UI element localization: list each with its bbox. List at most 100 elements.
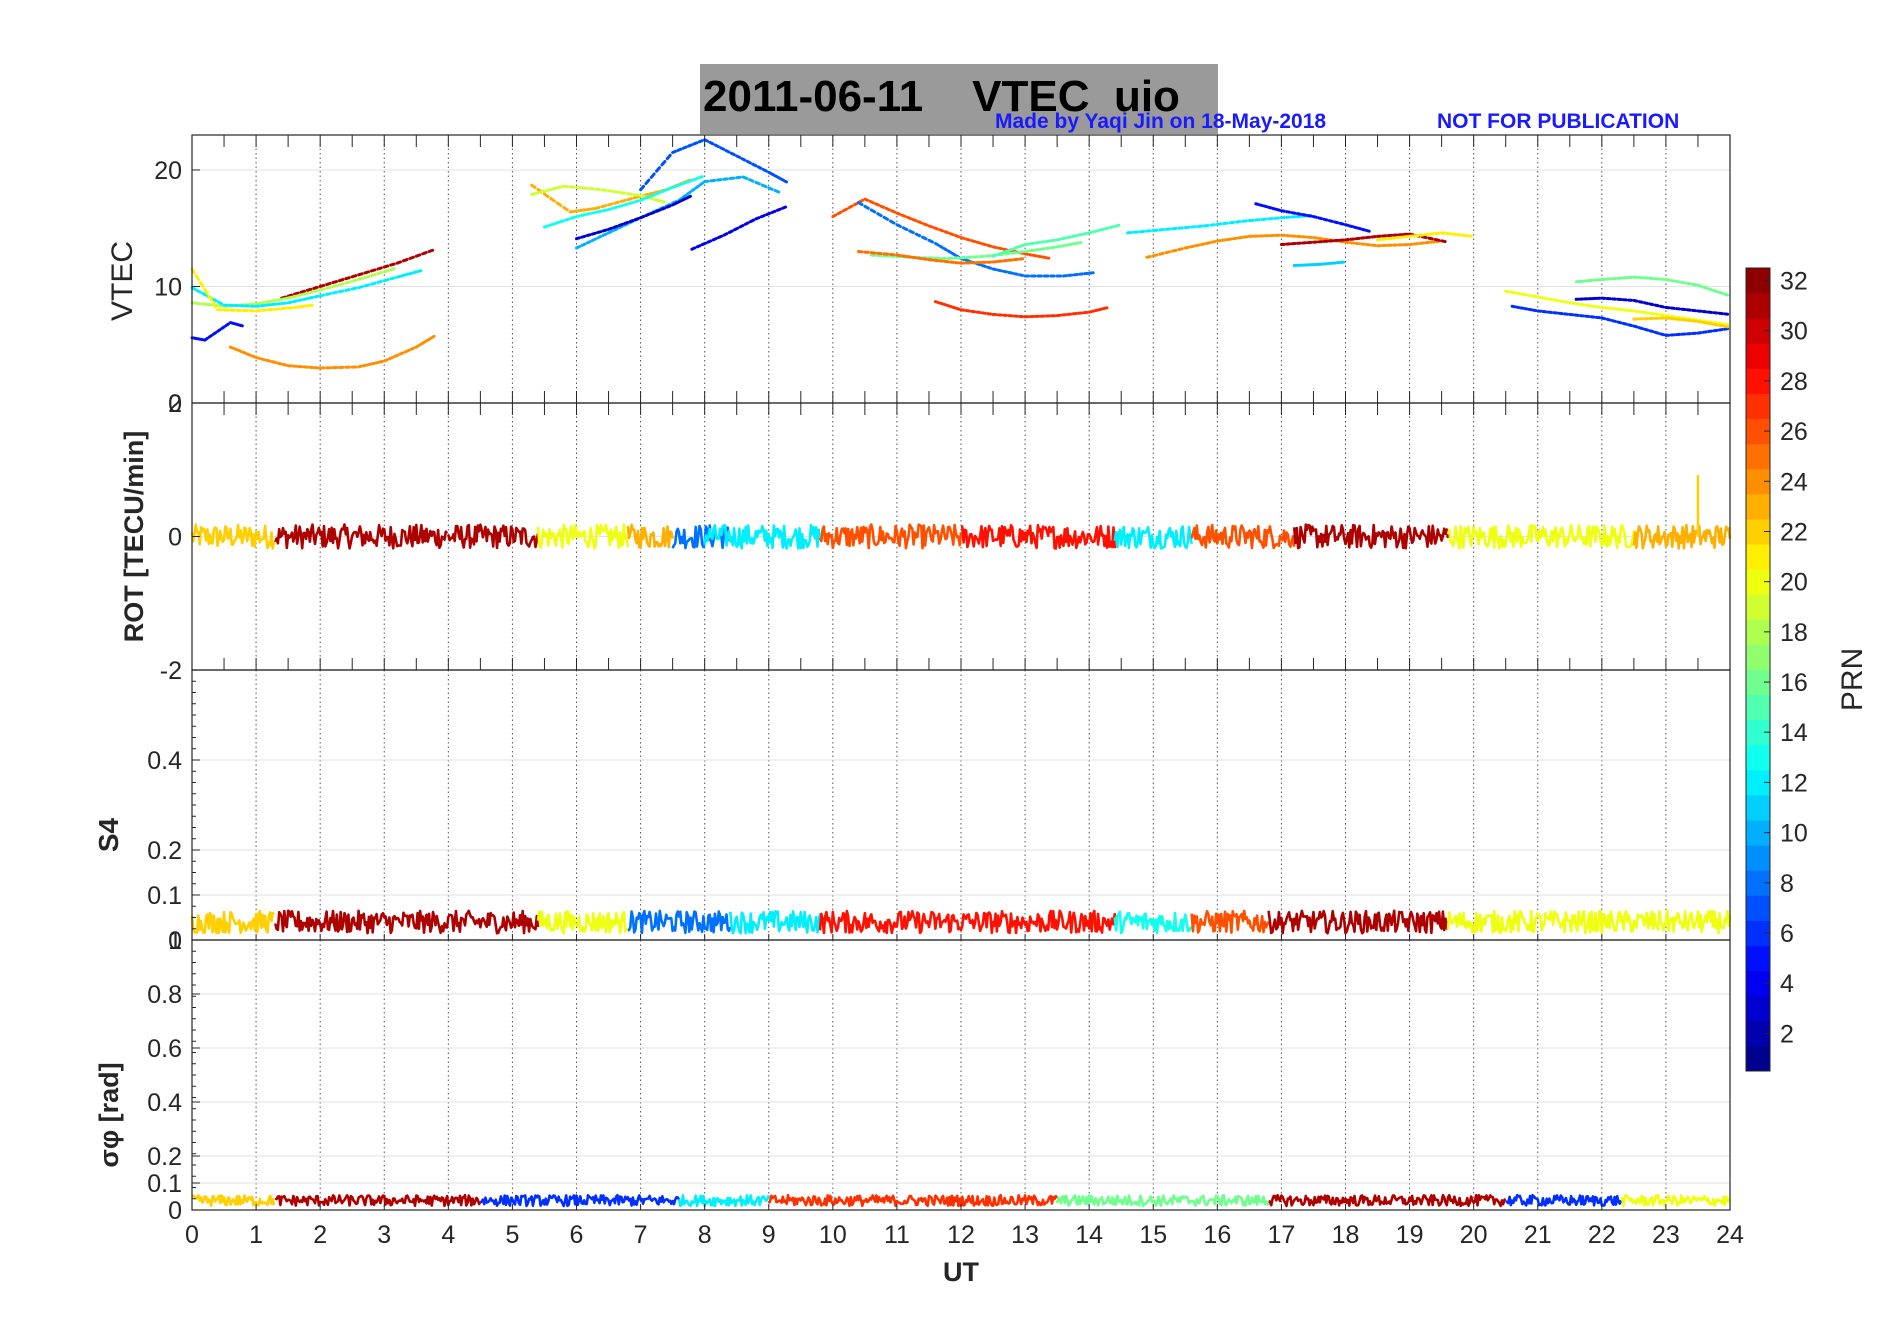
vtec-trace-prn-31 — [305, 287, 313, 292]
vtec-trace-prn-8 — [927, 238, 934, 244]
vtec-trace-prn-5 — [1258, 203, 1264, 208]
vtec-trace-prn-18 — [302, 291, 309, 296]
s4-trace-prn-28 — [818, 909, 1117, 935]
vtec-trace-prn-12 — [217, 300, 224, 306]
vtec-trace-prn-6 — [1653, 330, 1660, 335]
vtec-trace-prn-24 — [241, 350, 248, 355]
colorbar-step-prn-15 — [1746, 694, 1770, 721]
vtec-trace-prn-26 — [970, 239, 977, 244]
vtec-trace-prn-26 — [900, 213, 907, 218]
vtec-trace-prn-10 — [607, 229, 613, 235]
vtec-trace-prn-31 — [401, 258, 409, 263]
vtec-trace-prn-31 — [408, 255, 415, 261]
vtec-trace-prn-13 — [607, 207, 613, 212]
vtec-trace-prn-12 — [211, 297, 218, 303]
vtec-trace-prn-10 — [617, 224, 624, 230]
vtec-trace-prn-10 — [575, 245, 581, 250]
vtec-trace-prn-5 — [1267, 205, 1273, 210]
vtec-trace-prn-15 — [1076, 233, 1083, 237]
vtec-axes-frame — [191, 134, 1731, 404]
vtec-trace-prn-12 — [382, 278, 390, 283]
vtec-trace-prn-20 — [1530, 294, 1537, 299]
vtec-trace-prn-31 — [325, 281, 332, 287]
vtec-trace-prn-18 — [254, 301, 261, 306]
x-tick-label: 10 — [819, 1221, 847, 1249]
vtec-trace-prn-24 — [365, 362, 372, 367]
vtec-trace-prn-16 — [1664, 277, 1671, 282]
vtec-trace-prn-22 — [1701, 320, 1708, 325]
vtec-trace-prn-13 — [585, 212, 592, 216]
vtec-trace-prn-5 — [1333, 220, 1340, 225]
vtec-trace-prn-7 — [761, 168, 768, 173]
vtec-trace-prn-5 — [1262, 204, 1269, 209]
title-product: VTEC — [972, 72, 1090, 121]
vtec-trace-prn-23 — [549, 197, 556, 203]
vtec-trace-prn-12 — [297, 298, 304, 302]
rot-trace-prn-26 — [1190, 523, 1296, 550]
rot-y-tick-label: -2 — [160, 657, 182, 685]
vtec-trace-prn-8 — [991, 267, 998, 272]
vtec-trace-prn-21 — [211, 301, 218, 309]
vtec-trace-prn-8 — [889, 219, 896, 225]
vtec-trace-prn-15 — [1071, 234, 1078, 238]
vtec-trace-prn-5 — [1352, 225, 1358, 230]
vtec-trace-prn-19 — [551, 186, 558, 191]
vtec-trace-prn-22 — [1723, 324, 1730, 329]
colorbar-step-prn-27 — [1746, 393, 1770, 420]
vtec-trace-prn-12 — [331, 290, 339, 295]
vtec-trace-prn-26 — [932, 226, 939, 231]
vtec-trace-prn-3 — [580, 234, 587, 239]
vtec-trace-prn-20 — [1552, 298, 1559, 302]
vtec-trace-prn-26 — [852, 201, 859, 207]
vtec-trace-prn-12 — [302, 297, 309, 301]
vtec-trace-prn-15 — [1002, 249, 1009, 254]
vtec-trace-prn-5 — [1361, 227, 1367, 232]
sigma_phi-y-tick-label: 0.8 — [147, 981, 182, 1009]
sigma_phi-trace-prn-22 — [191, 1194, 276, 1207]
vtec-trace-prn-3 — [591, 231, 597, 236]
colorbar-step-prn-1 — [1746, 1045, 1770, 1072]
sigma_phi-trace-prn-6 — [479, 1193, 681, 1208]
vtec-trace-prn-5 — [1317, 216, 1324, 221]
vtec-trace-prn-15 — [1055, 237, 1062, 242]
vtec-trace-prn-3 — [617, 222, 624, 227]
vtec-trace-prn-24 — [382, 358, 389, 363]
vtec-trace-prn-8 — [933, 241, 940, 247]
vtec-trace-prn-5 — [211, 331, 218, 336]
vtec-trace-prn-10 — [601, 232, 608, 237]
vtec-trace-prn-24 — [369, 361, 376, 366]
vtec-trace-prn-8 — [1007, 270, 1014, 275]
vtec-trace-prn-19 — [639, 194, 645, 198]
vtec-trace-prn-24 — [427, 336, 433, 341]
vtec-trace-prn-15 — [991, 253, 998, 258]
vtec-trace-prn-13 — [548, 222, 555, 227]
vtec-trace-prn-12 — [307, 295, 314, 300]
vtec-trace-prn-13 — [697, 175, 704, 180]
vtec-y-label: VTEC — [106, 241, 139, 321]
vtec-y-tick-label: 10 — [154, 273, 182, 301]
vtec-trace-prn-6 — [1632, 324, 1639, 329]
vtec-trace-prn-31 — [389, 262, 396, 267]
vtec-trace-prn-8 — [901, 226, 909, 232]
rot-trace-prn-26 — [818, 523, 963, 550]
vtec-trace-prn-3 — [639, 215, 646, 220]
vtec-trace-prn-4 — [695, 244, 702, 249]
vtec-trace-prn-6 — [1616, 320, 1623, 325]
vtec-trace-prn-23 — [626, 197, 633, 202]
vtec-trace-prn-15 — [1060, 236, 1067, 241]
vtec-trace-prn-19 — [540, 189, 547, 194]
colorbar-tick-label: 30 — [1780, 318, 1808, 346]
vtec-trace-prn-7 — [773, 174, 779, 179]
colorbar-tick-label: 14 — [1780, 719, 1808, 747]
vtec-trace-prn-20 — [1546, 297, 1553, 301]
vtec-trace-prn-7 — [724, 149, 731, 154]
vtec-trace-prn-7 — [649, 172, 656, 179]
vtec-trace-prn-15 — [1114, 223, 1121, 228]
vtec-trace-prn-26 — [890, 209, 897, 214]
vtec-trace-prn-12 — [325, 292, 332, 296]
vtec-trace-prn-23 — [562, 205, 569, 212]
vtec-trace-prn-10 — [580, 242, 587, 248]
vtec-trace-prn-24 — [1177, 247, 1184, 252]
vtec-trace-prn-24 — [1158, 251, 1165, 256]
